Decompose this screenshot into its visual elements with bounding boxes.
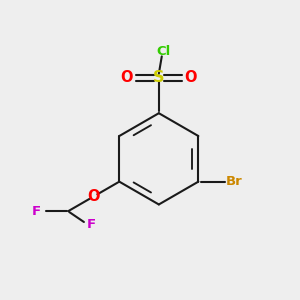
Text: S: S <box>153 70 165 86</box>
Text: O: O <box>121 70 133 86</box>
Text: Cl: Cl <box>156 45 170 58</box>
Text: F: F <box>86 218 95 231</box>
Text: F: F <box>32 205 41 218</box>
Text: O: O <box>185 70 197 86</box>
Text: Br: Br <box>225 175 242 188</box>
Text: O: O <box>88 189 100 204</box>
